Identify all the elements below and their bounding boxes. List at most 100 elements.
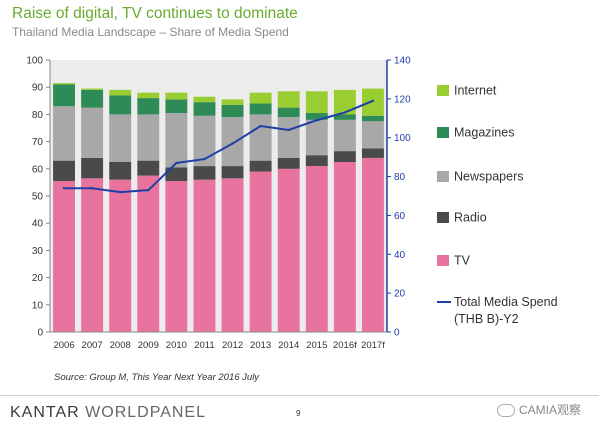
point-total-media-spend-2013 (259, 124, 262, 128)
bar-radio-2013 (249, 160, 272, 172)
legend-label-magazines: Magazines (454, 126, 514, 140)
legend-swatch-radio (437, 212, 449, 223)
bar-tv-2014 (277, 168, 300, 332)
page-number: 9 (296, 409, 301, 418)
bar-magazines-2017f (362, 115, 384, 122)
bar-tv-2015 (305, 166, 328, 332)
bar-magazines-2006 (53, 84, 75, 107)
plot-area (50, 60, 387, 332)
bar-tv-2007 (81, 178, 104, 332)
bar-newspapers-2011 (193, 115, 216, 167)
line-total-media-spend (64, 99, 374, 194)
bar-radio-2008 (109, 162, 132, 180)
chart-title: Raise of digital, TV continues to domina… (12, 5, 298, 22)
bar-internet-2006 (53, 83, 75, 85)
bar-tv-2016f (333, 162, 356, 332)
bar-radio-2009 (137, 160, 160, 176)
bar-radio-2011 (193, 166, 216, 180)
legend-label-total-media-spend-unit: (THB B)-Y2 (454, 312, 519, 326)
y-left-tick-label-70: 70 (32, 137, 44, 148)
bar-internet-2016f (333, 89, 356, 115)
x-tick-label-2015: 2015 (306, 340, 327, 351)
bar-magazines-2016f (333, 114, 356, 120)
legend-swatch-magazines (437, 127, 449, 138)
bar-radio-2016f (333, 151, 356, 162)
source-note: Source: Group M, This Year Next Year 201… (54, 372, 260, 383)
stacked-bar-chart: 0 10 20 30 40 50 60 70 80 90 100 0 20 40 60 80 100 120 140… (26, 56, 558, 352)
x-tick-label-2017f: 2017f (361, 340, 385, 351)
point-total-media-spend-2009 (147, 188, 150, 192)
bar-radio-2006 (53, 160, 75, 182)
bar-newspapers-2008 (109, 114, 132, 162)
x-tick-label-2009: 2009 (138, 340, 159, 351)
bar-tv-2017f (362, 157, 384, 332)
legend-label-internet: Internet (454, 84, 497, 98)
y-left-tick-label-50: 50 (32, 192, 44, 203)
bar-tv-2013 (249, 171, 272, 332)
legend-swatch-tv (437, 255, 449, 266)
point-total-media-spend-2012 (231, 142, 234, 145)
y-left-tick-label-100: 100 (26, 56, 43, 67)
legend-label-tv: TV (454, 254, 471, 268)
bar-internet-2009 (137, 92, 160, 99)
legend-label-total-media-spend: Total Media Spend (454, 295, 558, 309)
bar-tv-2012 (221, 178, 244, 332)
bar-tv-2006 (53, 181, 75, 332)
bar-newspapers-2012 (221, 117, 244, 167)
bar-magazines-2015 (305, 113, 328, 120)
bar-newspapers-2015 (305, 119, 328, 156)
x-tick-label-2011: 2011 (194, 340, 214, 351)
x-tick-label-2007: 2007 (82, 340, 103, 351)
y-right-tick-label-0: 0 (394, 328, 400, 339)
y-left-tick-label-30: 30 (32, 246, 44, 257)
footer-divider (0, 395, 599, 396)
y-left-tick-label-40: 40 (32, 219, 44, 230)
x-tick-label-2013: 2013 (250, 340, 271, 351)
y-right-tick-label-60: 60 (394, 211, 406, 222)
y-left-tick-label-20: 20 (32, 273, 44, 284)
bar-newspapers-2016f (333, 119, 356, 152)
bar-newspapers-2006 (53, 106, 75, 161)
x-tick-label-2006: 2006 (53, 340, 74, 351)
bar-tv-2010 (165, 181, 188, 332)
y-left-tick-label-0: 0 (37, 328, 43, 339)
y-right-tick-label-80: 80 (394, 172, 406, 183)
point-total-media-spend-2014 (287, 128, 290, 132)
y-left-tick-label-90: 90 (32, 83, 44, 94)
bar-radio-2010 (165, 167, 188, 182)
legend-label-newspapers: Newspapers (454, 170, 523, 184)
x-tick-label-2012: 2012 (222, 340, 243, 351)
point-total-media-spend-2010 (175, 161, 178, 165)
y-left-tick-label-80: 80 (32, 110, 44, 121)
bar-tv-2011 (193, 179, 216, 332)
bar-newspapers-2014 (277, 117, 300, 158)
bar-internet-2011 (193, 96, 216, 103)
brand-name-part2: WORLDPANEL (85, 404, 206, 421)
legend-label-radio: Radio (454, 211, 487, 225)
point-total-media-spend-2017f (371, 99, 375, 103)
bar-magazines-2011 (193, 102, 216, 116)
x-tick-label-2010: 2010 (166, 340, 187, 351)
bar-internet-2007 (81, 88, 104, 90)
bar-internet-2010 (165, 92, 188, 100)
bar-internet-2017f (362, 88, 384, 116)
bar-internet-2015 (305, 91, 328, 114)
x-tick-label-2008: 2008 (110, 340, 131, 351)
wechat-icon (497, 404, 515, 418)
bar-radio-2017f (362, 148, 384, 158)
bar-magazines-2007 (81, 89, 104, 108)
x-tick-label-2016f: 2016f (333, 340, 357, 351)
brand-logo: KANTAR WORLDPANEL (10, 404, 206, 422)
point-total-media-spend-2008 (119, 190, 122, 194)
bar-newspapers-2009 (137, 114, 160, 161)
point-total-media-spend-2011 (203, 157, 206, 161)
watermark: CAMIA观察 (497, 401, 581, 418)
bar-tv-2008 (109, 179, 132, 332)
point-total-media-spend-2006 (62, 187, 66, 190)
bar-radio-2014 (277, 157, 300, 169)
bar-internet-2008 (109, 89, 132, 96)
point-total-media-spend-2015 (315, 119, 318, 122)
bar-internet-2012 (221, 99, 244, 105)
bar-magazines-2013 (249, 103, 272, 115)
bar-magazines-2009 (137, 98, 160, 115)
